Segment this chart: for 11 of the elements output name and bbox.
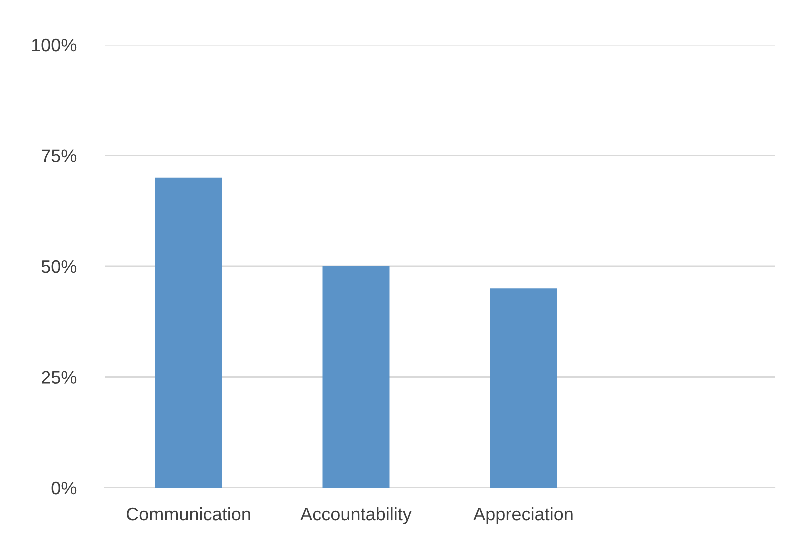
y-tick-label: 100% <box>32 38 77 52</box>
bar <box>155 178 222 488</box>
y-tick-label: 50% <box>42 260 77 274</box>
bar <box>322 266 390 488</box>
y-tick-label: 75% <box>42 150 77 162</box>
x-tick-label: Communication <box>126 507 250 521</box>
x-tick-label: Accountability <box>300 507 412 524</box>
x-tick-label: Appreciation <box>474 507 573 524</box>
bar <box>490 288 558 488</box>
y-tick-label: 0% <box>52 482 77 495</box>
y-tick-label: 25% <box>42 371 77 384</box>
